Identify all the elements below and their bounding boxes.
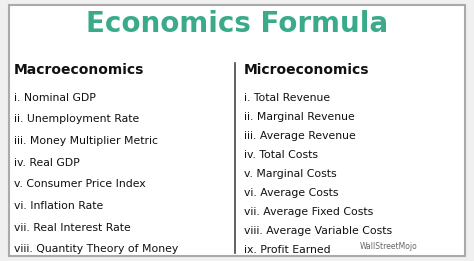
Text: i. Nominal GDP: i. Nominal GDP bbox=[14, 93, 96, 103]
Text: iv. Total Costs: iv. Total Costs bbox=[244, 150, 318, 160]
Text: viii. Quantity Theory of Money: viii. Quantity Theory of Money bbox=[14, 244, 179, 254]
Text: v. Marginal Costs: v. Marginal Costs bbox=[244, 169, 337, 179]
Text: vi. Inflation Rate: vi. Inflation Rate bbox=[14, 201, 103, 211]
Text: vi. Average Costs: vi. Average Costs bbox=[244, 188, 338, 198]
Text: iii. Average Revenue: iii. Average Revenue bbox=[244, 131, 356, 141]
Text: ii. Unemployment Rate: ii. Unemployment Rate bbox=[14, 114, 139, 124]
Text: WallStreetMojo: WallStreetMojo bbox=[360, 242, 418, 251]
Text: Macroeconomics: Macroeconomics bbox=[14, 63, 145, 77]
Text: Economics Formula: Economics Formula bbox=[86, 10, 388, 38]
Text: iii. Money Multiplier Metric: iii. Money Multiplier Metric bbox=[14, 136, 158, 146]
Text: iv. Real GDP: iv. Real GDP bbox=[14, 158, 80, 168]
Text: v. Consumer Price Index: v. Consumer Price Index bbox=[14, 179, 146, 189]
Text: vii. Real Interest Rate: vii. Real Interest Rate bbox=[14, 223, 131, 233]
Text: ix. Profit Earned: ix. Profit Earned bbox=[244, 245, 331, 255]
Text: i. Total Revenue: i. Total Revenue bbox=[244, 93, 330, 103]
Text: vii. Average Fixed Costs: vii. Average Fixed Costs bbox=[244, 207, 374, 217]
FancyBboxPatch shape bbox=[9, 5, 465, 256]
Text: viii. Average Variable Costs: viii. Average Variable Costs bbox=[244, 226, 392, 236]
Text: Microeconomics: Microeconomics bbox=[244, 63, 370, 77]
Text: ii. Marginal Revenue: ii. Marginal Revenue bbox=[244, 112, 355, 122]
